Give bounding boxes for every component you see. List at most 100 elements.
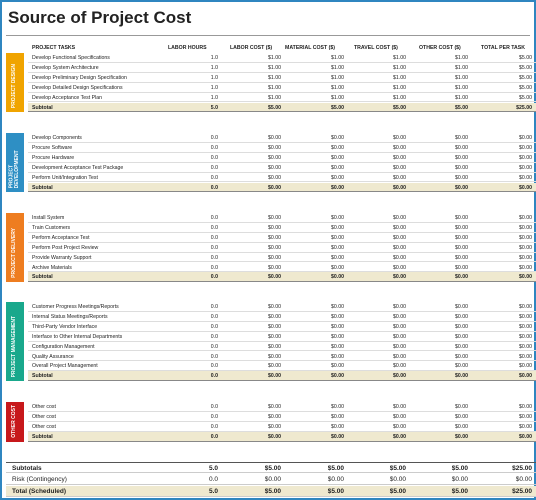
col-other-cost: OTHER COST ($): [419, 45, 461, 51]
cell-travel: $0.00: [393, 264, 406, 271]
cell-material: $0.00: [331, 174, 344, 181]
cell-other: $0.00: [455, 413, 468, 420]
cell-total: $0.00: [519, 254, 532, 261]
cell-total: $0.00: [519, 244, 532, 251]
cell-material: $0.00: [331, 224, 344, 231]
cell-material: $0.00: [331, 264, 344, 271]
cell-other: $1.00: [455, 64, 468, 71]
cell-other: $0.00: [455, 423, 468, 430]
table-row: Develop Detailed Design Specifications 1.…: [28, 83, 536, 93]
table-row: Develop Acceptance Test Plan 1.0 $1.00 $1.0…: [28, 93, 536, 103]
cell-other: $0.00: [455, 363, 468, 370]
cell-hours: 0.0: [210, 353, 218, 360]
table-row: Overall Project Management 0.0 $0.00 $0.00 $…: [28, 361, 536, 372]
cell-travel: $0.00: [393, 215, 406, 221]
footer-cell-other: $0.00: [451, 476, 468, 483]
cell-hours: 0.0: [210, 333, 218, 340]
cell-other: $0.00: [455, 164, 468, 171]
cell-hours: 0.0: [210, 404, 218, 410]
cell-total: $0.00: [519, 373, 532, 380]
cell-total: $0.00: [519, 164, 532, 171]
cell-material: $0.00: [331, 154, 344, 161]
cell-labor: $0.00: [268, 373, 281, 380]
cell-travel: $1.00: [393, 64, 406, 71]
task-name: Internal Status Meetings/Reports: [32, 313, 108, 320]
cell-hours: 0.0: [210, 323, 218, 330]
footer-cell-labor: $5.00: [264, 488, 281, 495]
cell-travel: $0.00: [393, 423, 406, 430]
task-name: Interface to Other Internal Departments: [32, 333, 123, 340]
task-name: Install System: [32, 215, 65, 221]
cell-labor: $0.00: [268, 313, 281, 320]
section-band-design: PROJECT DESIGN: [6, 53, 24, 113]
task-name: Quality Assurance: [32, 353, 74, 360]
cell-labor: $0.00: [268, 244, 281, 251]
cell-total: $0.00: [519, 234, 532, 241]
cell-total: $5.00: [519, 94, 532, 101]
col-labor-hours: LABOR HOURS: [168, 45, 207, 51]
subtotal-row: Subtotal 0.0 $0.00 $0.00 $0.00 $0.00 $0.00: [28, 431, 536, 442]
cell-hours: 1.0: [210, 94, 218, 101]
cell-labor: $0.00: [268, 343, 281, 350]
cell-total: $0.00: [519, 363, 532, 370]
cell-travel: $0.00: [393, 244, 406, 251]
cell-travel: $0.00: [393, 144, 406, 151]
cell-total: $5.00: [519, 84, 532, 91]
cell-other: $0.00: [455, 135, 468, 141]
cell-travel: $0.00: [393, 174, 406, 181]
section-design: PROJECT DESIGN Develop Functional Specifi…: [2, 53, 536, 113]
cell-labor: $0.00: [268, 254, 281, 261]
cell-travel: $0.00: [393, 353, 406, 360]
table-row: Quality Assurance 0.0 $0.00 $0.00 $0.00 $0.00…: [28, 352, 536, 362]
footer-cell-other: $5.00: [451, 465, 468, 472]
title-divider: [6, 35, 530, 36]
table-row: Perform Acceptance Test 0.0 $0.00 $0.00 $0.0…: [28, 233, 536, 243]
footer-cell-travel: $0.00: [389, 476, 406, 483]
cell-travel: $0.00: [393, 164, 406, 171]
cell-hours: 1.0: [210, 55, 218, 61]
task-name: Train Customers: [32, 224, 71, 231]
cell-labor: $0.00: [268, 164, 281, 171]
footer-cell-travel: $5.00: [389, 488, 406, 495]
cell-labor: $0.00: [268, 333, 281, 340]
cell-material: $0.00: [331, 373, 344, 380]
cell-total: $0.00: [519, 413, 532, 420]
footer-cell-total: $25.00: [512, 488, 532, 495]
table-row: Develop Components 0.0 $0.00 $0.00 $0.00 $0.0…: [28, 133, 536, 143]
section-band-development: PROJECT DEVELOPMENT: [6, 133, 24, 193]
task-name: Third-Party Vendor Interface: [32, 323, 98, 330]
cell-labor: $0.00: [268, 224, 281, 231]
cell-material: $0.00: [331, 333, 344, 340]
table-row: Develop System Architecture 1.0 $1.00 $1.00…: [28, 63, 536, 73]
cell-travel: $0.00: [393, 254, 406, 261]
subtotal-row: Subtotal 0.0 $0.00 $0.00 $0.00 $0.00 $0.00: [28, 272, 536, 283]
cell-labor: $0.00: [268, 154, 281, 161]
cell-hours: 0.0: [210, 304, 218, 310]
cell-travel: $1.00: [393, 74, 406, 81]
task-name: Archive Materials: [32, 264, 72, 271]
section-band-management: PROJECT MANAGEMENT: [6, 302, 24, 382]
cell-hours: 0.0: [210, 234, 218, 241]
cell-total: $5.00: [519, 55, 532, 61]
cell-total: $0.00: [519, 304, 532, 310]
page-title: Source of Project Cost: [8, 8, 192, 27]
col-total-per-task: TOTAL PER TASK: [481, 45, 525, 51]
cell-hours: 0.0: [210, 264, 218, 271]
cell-travel: $0.00: [393, 404, 406, 410]
cell-other: $0.00: [455, 174, 468, 181]
cell-labor: $1.00: [268, 94, 281, 101]
cell-labor: $0.00: [268, 135, 281, 141]
table-row: Train Customers 0.0 $0.00 $0.00 $0.00 $0.00 $0…: [28, 223, 536, 233]
cell-hours: 0.0: [210, 184, 218, 191]
cell-travel: $1.00: [393, 55, 406, 61]
cell-labor: $1.00: [268, 55, 281, 61]
cell-hours: 1.0: [210, 64, 218, 71]
task-name: Perform Unit/Integration Test: [32, 174, 98, 181]
section-delivery: PROJECT DELIVERY Install System 0.0 $0.00 $0…: [2, 213, 536, 283]
cell-labor: $0.00: [268, 174, 281, 181]
task-name: Customer Progress Meetings/Reports: [32, 304, 119, 310]
footer-cell-total: $0.00: [515, 476, 532, 483]
cell-total: $0.00: [519, 404, 532, 410]
task-name: Subtotal: [32, 184, 53, 191]
cell-labor: $0.00: [268, 304, 281, 310]
